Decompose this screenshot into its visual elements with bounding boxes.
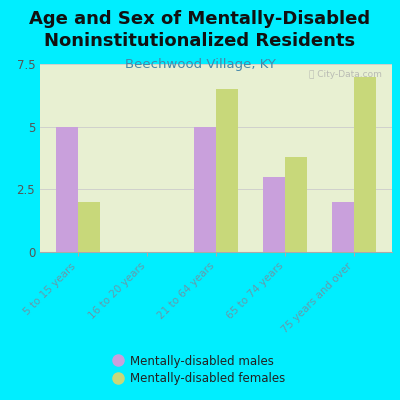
Bar	[285, 157, 307, 252]
Bar	[332, 202, 354, 252]
Text: Age and Sex of Mentally-Disabled
Noninstitutionalized Residents: Age and Sex of Mentally-Disabled Noninst…	[30, 10, 370, 50]
Bar	[354, 76, 376, 252]
Bar	[194, 127, 216, 252]
Text: ⓘ City-Data.com: ⓘ City-Data.com	[308, 70, 382, 79]
Bar	[56, 127, 78, 252]
Bar	[263, 177, 285, 252]
Bar	[78, 202, 100, 252]
Legend: Mentally-disabled males, Mentally-disabled females: Mentally-disabled males, Mentally-disabl…	[110, 350, 290, 390]
Bar	[216, 89, 238, 252]
Text: Beechwood Village, KY: Beechwood Village, KY	[124, 58, 276, 71]
